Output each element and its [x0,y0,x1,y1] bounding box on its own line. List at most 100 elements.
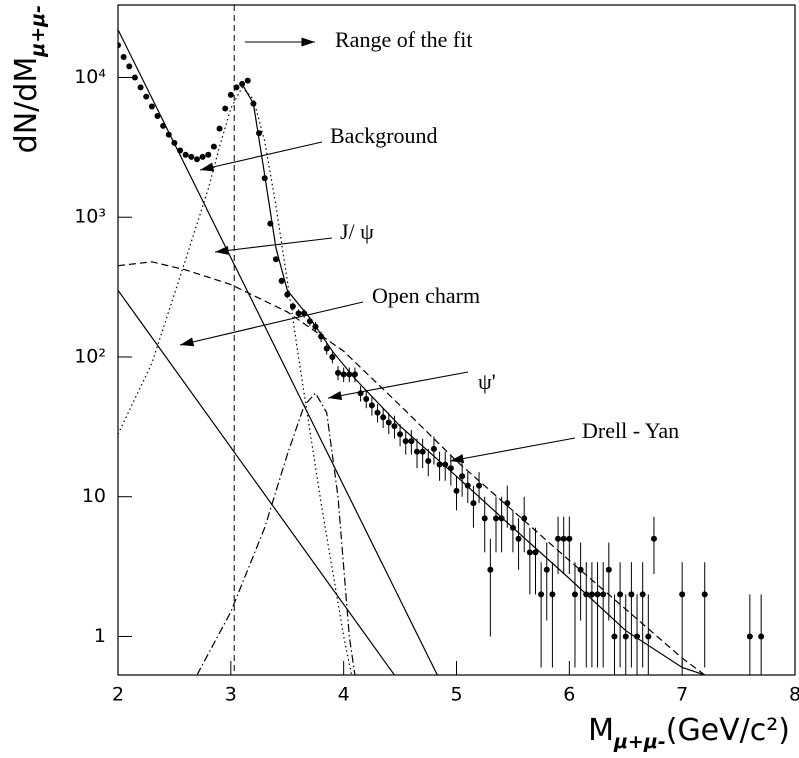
annotation: Background [330,123,438,148]
data-point [154,112,161,119]
x-tick-label: 7 [676,684,688,706]
fit-curve [118,86,353,675]
arrow [179,301,364,347]
fit-curve [118,289,395,675]
y-axis-label: dN/dMμ+μ- [9,5,49,153]
data-point [177,147,184,154]
data-point [430,445,437,452]
data-point [165,131,172,138]
data-point [577,566,584,573]
data-point [363,396,370,403]
y-tick-label: 10⁴ [74,66,106,88]
data-point [182,151,189,158]
data-point [391,423,398,430]
annotation: Range of the fit [335,27,472,52]
annotation: ψ' [478,369,496,394]
x-tick-label: 4 [338,684,350,706]
data-point [419,448,426,455]
data-point [521,515,528,522]
data-point [340,371,347,378]
data-point [346,371,353,378]
data-point [679,591,686,598]
data-point [318,333,325,340]
data-point [171,139,178,146]
data-point [397,431,404,438]
data-point [414,448,421,455]
arrow [327,371,469,400]
data-point [301,310,308,317]
arrow [214,237,333,255]
data-point [239,80,246,87]
data-point [131,74,138,81]
data-point [160,122,167,129]
x-tick-label: 3 [225,684,237,706]
data-point [351,371,358,378]
y-tick-label: 10 [82,485,106,507]
data-point [233,84,240,91]
data-point [306,318,313,325]
arrow [199,141,323,172]
data-point [148,103,155,110]
data-point [543,566,550,573]
data-point [453,487,460,494]
data-point [492,515,499,522]
data-point [645,633,652,640]
data-point [222,105,229,112]
data-point [357,390,364,397]
data-point [267,220,274,227]
data-point [650,535,657,542]
data-point [571,591,578,598]
data-point [549,591,556,598]
plot-frame [117,4,796,676]
y-tick-label: 1 [94,625,106,647]
x-label-rest: (GeV/c²) [666,713,790,748]
data-point [278,277,285,284]
fit-curve [196,392,356,675]
data-point [289,303,296,310]
data-point [227,91,234,98]
data-point [335,369,342,376]
arrow [449,437,576,463]
data-point [323,345,330,352]
data-point [526,549,533,556]
y-label-main: dN/dM [9,57,44,154]
data-point [583,591,590,598]
arrows [179,37,576,463]
annotation: J/ ψ [340,219,374,244]
data-point [126,63,133,70]
annotation: Drell - Yan [582,418,679,443]
fit-curve [241,83,705,675]
x-label-main: M [588,713,614,748]
data-point [199,153,206,160]
data-point [408,438,415,445]
x-tick-label: 8 [789,684,799,706]
data-point [611,633,618,640]
y-tick-label: 10³ [74,206,106,228]
data-point [118,42,121,49]
data-point [436,461,443,468]
data-point [205,151,212,158]
data-point [284,291,291,298]
data-point [515,535,522,542]
data-point [425,458,432,465]
fit-curve [118,261,706,675]
data-point [532,549,539,556]
data-point [538,591,545,598]
x-label-sub: μ+μ- [613,731,666,753]
data-point [442,461,449,468]
data-point [481,515,488,522]
data-point [295,310,302,317]
annotation: Open charm [372,283,480,308]
data-point [272,256,279,263]
data-point [470,500,477,507]
data-point [312,323,319,330]
data-point [137,84,144,91]
data-point [216,125,223,132]
data-point [476,482,483,489]
data-point [509,524,516,531]
data-point [368,402,375,409]
data-point [605,566,612,573]
data-point [380,414,387,421]
